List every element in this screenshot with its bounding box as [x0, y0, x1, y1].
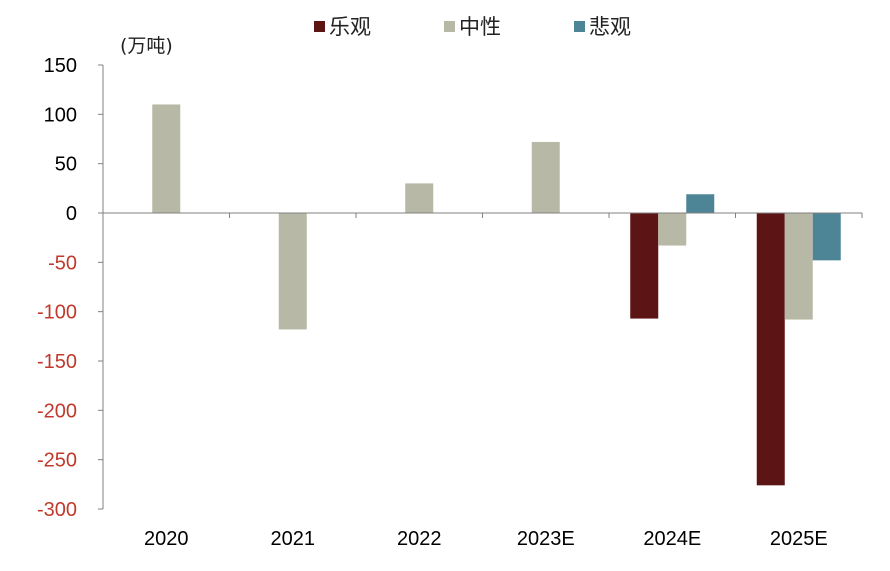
y-tick-label: -100	[37, 302, 77, 324]
bar-2024e-series-1	[630, 213, 659, 319]
bar-2021-series-2	[278, 213, 307, 330]
x-tick-label: 2023E	[517, 528, 575, 550]
y-axis-unit-label: (万吨)	[120, 35, 173, 57]
bar-2025e-series-2	[784, 213, 813, 320]
y-axis: 150 100 50 0 -50 -100 -150 -200 -250 -300	[37, 55, 104, 521]
x-tick-label: 2025E	[770, 528, 828, 550]
bar-2024e-series-3	[686, 194, 715, 213]
y-tick-label: -200	[37, 400, 77, 422]
legend: 乐观 中性 悲观	[314, 15, 631, 39]
y-tick-label: 150	[44, 55, 77, 77]
legend-swatch	[444, 21, 455, 32]
x-tick-label: 2022	[397, 528, 442, 550]
x-axis: 2020 2021 2022 2023E 2024E 2025E	[102, 212, 863, 550]
y-tick-label: 50	[55, 154, 77, 176]
y-tick-label: -250	[37, 450, 77, 472]
x-tick-label: 2020	[144, 528, 189, 550]
bar-2025e-series-3	[812, 213, 841, 261]
y-tick-label: -50	[48, 252, 77, 274]
y-tick-label: -150	[37, 351, 77, 373]
bar-2024e-series-2	[658, 213, 687, 246]
bar-2020-series-2	[152, 104, 181, 213]
bar-2025e-series-1	[756, 213, 785, 486]
bar-2023e-series-2	[531, 141, 560, 213]
y-tick-label: 100	[44, 104, 77, 126]
x-tick-label: 2021	[271, 528, 316, 550]
y-tick-label: -300	[37, 499, 77, 521]
legend-label: 乐观	[329, 15, 371, 39]
legend-label: 悲观	[589, 15, 631, 39]
legend-swatch	[574, 21, 585, 32]
y-tick-label: 0	[66, 203, 77, 225]
x-tick-label: 2024E	[643, 528, 701, 550]
bar-2022-series-2	[405, 183, 434, 213]
legend-label: 中性	[459, 15, 501, 39]
legend-swatch	[314, 21, 325, 32]
bars	[152, 104, 841, 486]
